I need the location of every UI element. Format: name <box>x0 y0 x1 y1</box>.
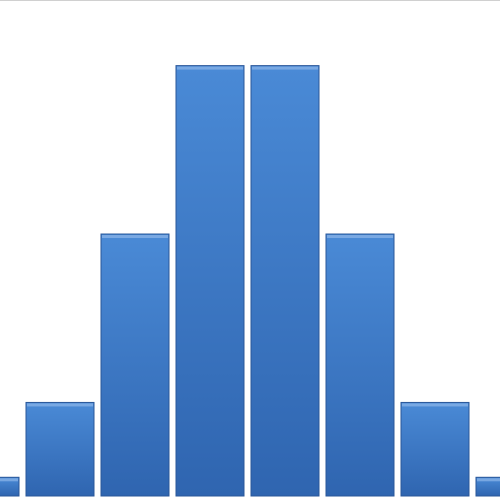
bar-top-highlight <box>177 66 243 70</box>
bar-rect <box>25 401 95 497</box>
bar-rect <box>475 476 500 497</box>
bar <box>175 65 245 497</box>
bar-top-highlight <box>402 403 468 407</box>
bar-rect <box>325 233 395 497</box>
bar <box>0 476 20 497</box>
bar-top-highlight <box>102 235 168 239</box>
bar-rect <box>100 233 170 497</box>
bar-rect <box>250 65 320 497</box>
chart-top-border <box>0 0 500 1</box>
bar <box>25 401 95 497</box>
bar-top-highlight <box>252 66 318 70</box>
bars-layer <box>0 65 500 497</box>
bar <box>475 476 500 497</box>
bar <box>400 401 470 497</box>
bar-top-highlight <box>477 478 500 482</box>
bar-rect <box>400 401 470 497</box>
bar-top-highlight <box>327 235 393 239</box>
bar-rect <box>0 476 20 497</box>
bar <box>100 233 170 497</box>
bar <box>325 233 395 497</box>
bar-top-highlight <box>27 403 93 407</box>
bar <box>250 65 320 497</box>
bar-top-highlight <box>0 478 18 482</box>
bar-rect <box>175 65 245 497</box>
